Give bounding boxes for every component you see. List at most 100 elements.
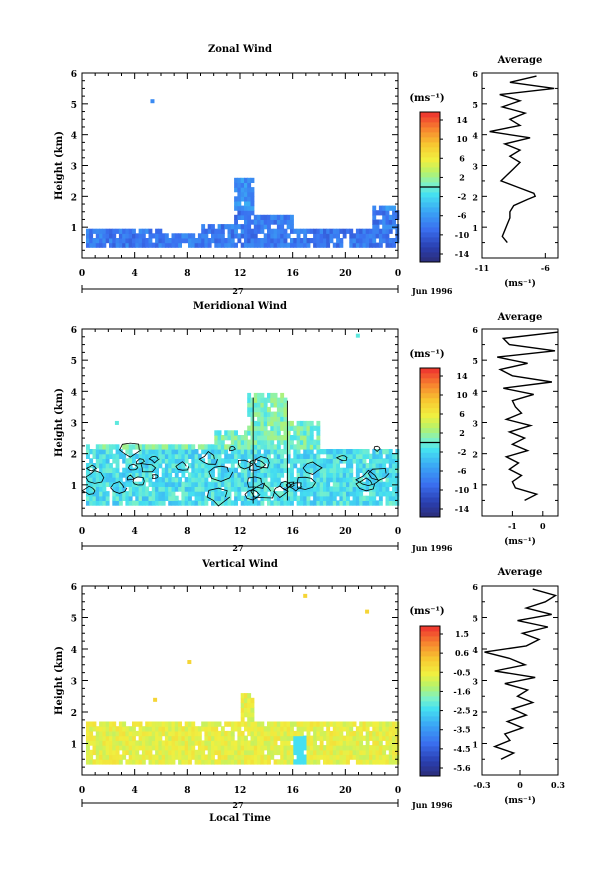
heatmap-cell (224, 472, 229, 478)
heatmap-cell (151, 726, 156, 732)
colorbar-swatch (420, 382, 440, 389)
heatmap-cell (336, 238, 340, 244)
heatmap-cell (178, 721, 182, 727)
contour-line (140, 463, 157, 473)
heatmap-cell (102, 486, 107, 492)
heatmap-cell (155, 467, 159, 473)
heatmap-cell (227, 495, 232, 501)
heatmap-cell (247, 730, 252, 737)
heatmap-cell (141, 481, 146, 487)
heatmap-cell (95, 477, 100, 483)
heatmap-cell (382, 233, 387, 239)
heatmap-cell (128, 453, 133, 459)
heatmap-cell (359, 495, 364, 501)
heatmap-cell (303, 228, 308, 234)
heatmap-cell (155, 228, 159, 234)
heatmap-cell (234, 205, 238, 211)
heatmap-cell (280, 420, 285, 427)
heatmap-cell (197, 472, 202, 478)
heatmap-cell (191, 449, 196, 455)
heatmap-cell (293, 238, 298, 244)
heatmap-cell (332, 486, 337, 492)
heatmap-cell (168, 242, 173, 248)
heatmap-cell (303, 491, 308, 497)
heatmap-cell (273, 242, 278, 248)
heatmap-cell (86, 759, 90, 765)
heatmap-cell (319, 242, 324, 248)
heatmap-cell (122, 453, 127, 459)
heatmap-cell (118, 481, 123, 487)
heatmap-cell (326, 477, 331, 483)
heatmap-cell (346, 477, 350, 483)
heatmap-cells (86, 99, 400, 248)
heatmap-cell (240, 463, 245, 469)
heatmap-cell (276, 449, 281, 455)
heatmap-cell (181, 759, 186, 765)
heatmap-cell (217, 458, 222, 464)
heatmap-cell (224, 759, 229, 765)
heatmap-cell (164, 477, 169, 483)
heatmap-cell (273, 411, 278, 417)
heatmap-cell (99, 444, 103, 450)
heatmap-cell (171, 495, 176, 501)
heatmap-cell (273, 740, 278, 746)
heatmap-cell (355, 500, 360, 506)
heatmap-cell (276, 402, 281, 408)
heatmap-cell (224, 242, 229, 248)
heatmap-cell (362, 495, 367, 501)
heatmap-cell (283, 425, 288, 431)
heatmap-cell (306, 458, 311, 464)
heatmap-cell (171, 458, 176, 464)
heatmap-cell (253, 392, 258, 399)
heatmap-cell (220, 458, 225, 464)
heatmap-cell (138, 472, 143, 478)
heatmap-cell (349, 749, 354, 756)
heatmap-cell (109, 477, 113, 483)
heatmap-cell (369, 453, 373, 459)
heatmap-cell (283, 214, 288, 220)
heatmap-cell (392, 242, 396, 248)
heatmap-cell (227, 435, 232, 441)
heatmap-cell (283, 228, 288, 234)
contour-line (254, 456, 270, 469)
heatmap-cell (395, 210, 400, 216)
average-title: Average (497, 312, 543, 323)
heatmap-cell (153, 697, 158, 702)
heatmap-cell (253, 224, 258, 230)
heatmap-cell (204, 463, 209, 469)
heatmap-cell (293, 495, 298, 501)
heatmap-cell (230, 477, 235, 483)
heatmap-cell (306, 486, 311, 492)
heatmap-cell (122, 467, 127, 473)
heatmap-cell (323, 242, 327, 248)
heatmap-cell (392, 214, 396, 220)
heatmap-cell (168, 500, 173, 506)
heatmap-cell (286, 491, 291, 497)
heatmap-cell (171, 463, 176, 469)
heatmap-cell (276, 759, 281, 765)
heatmap-cell (244, 177, 248, 183)
heatmap-cell (247, 205, 252, 211)
heatmap-cell (230, 759, 235, 765)
colorbar-tick-label: 14 (456, 371, 468, 381)
heatmap-cell (184, 759, 189, 765)
heatmap-cell (375, 749, 380, 756)
heatmap-cell (293, 759, 298, 765)
colorbar-swatch (420, 721, 440, 727)
heatmap-cell (125, 495, 130, 501)
heatmap-cell (388, 495, 393, 501)
heatmap-cell (161, 754, 166, 760)
heatmap-cell (326, 500, 331, 506)
heatmap-cell (339, 472, 344, 478)
heatmap-cell (112, 477, 117, 483)
colorbar-swatch (420, 507, 440, 513)
heatmap-cell (201, 242, 206, 248)
heatmap-cell (273, 214, 278, 220)
heatmap-cell (95, 730, 100, 737)
heatmap-cell (299, 740, 304, 746)
heatmap-cell (105, 759, 110, 765)
heatmap-cell (148, 726, 153, 732)
heatmap-cell (247, 242, 252, 248)
heatmap-cell (378, 238, 383, 244)
heatmap-cell (388, 749, 393, 756)
